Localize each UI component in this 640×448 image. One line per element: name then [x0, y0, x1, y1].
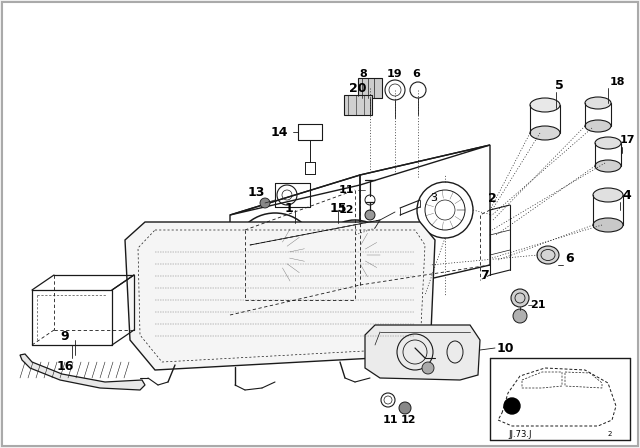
Text: 7: 7	[480, 268, 489, 281]
Text: 18: 18	[610, 77, 625, 87]
Text: 9: 9	[61, 329, 69, 343]
Ellipse shape	[595, 160, 621, 172]
Ellipse shape	[585, 120, 611, 132]
Text: JJ.73.J: JJ.73.J	[508, 430, 531, 439]
Text: 17: 17	[620, 135, 636, 145]
Text: 15: 15	[329, 202, 347, 215]
Text: 5: 5	[555, 78, 564, 91]
Text: 11: 11	[339, 185, 354, 195]
Circle shape	[511, 289, 529, 307]
Text: 10: 10	[497, 341, 515, 354]
Circle shape	[260, 198, 270, 208]
Text: 1: 1	[285, 202, 293, 215]
FancyBboxPatch shape	[344, 95, 372, 115]
Circle shape	[504, 398, 520, 414]
Ellipse shape	[537, 246, 559, 264]
Ellipse shape	[530, 126, 560, 140]
Circle shape	[422, 362, 434, 374]
Text: 12: 12	[400, 415, 416, 425]
Text: 12: 12	[339, 205, 354, 215]
Polygon shape	[365, 325, 480, 380]
Ellipse shape	[593, 188, 623, 202]
Polygon shape	[20, 354, 145, 390]
Text: 14: 14	[271, 125, 288, 138]
Text: 16: 16	[56, 359, 74, 372]
Text: 2: 2	[488, 191, 497, 204]
Text: 2: 2	[608, 431, 612, 437]
Text: 19: 19	[386, 69, 402, 79]
Text: 21: 21	[530, 300, 545, 310]
Circle shape	[513, 309, 527, 323]
Circle shape	[399, 402, 411, 414]
Text: 3: 3	[430, 193, 437, 203]
Text: 6: 6	[565, 251, 573, 264]
Circle shape	[365, 210, 375, 220]
Text: 8: 8	[359, 69, 367, 79]
Text: 4: 4	[622, 189, 631, 202]
Text: 20: 20	[349, 82, 367, 95]
Ellipse shape	[595, 137, 621, 149]
Polygon shape	[125, 222, 435, 370]
Text: 11: 11	[382, 415, 397, 425]
FancyBboxPatch shape	[358, 78, 382, 98]
Text: 13: 13	[248, 185, 265, 198]
Ellipse shape	[530, 98, 560, 112]
Ellipse shape	[585, 97, 611, 109]
Ellipse shape	[593, 218, 623, 232]
Text: 6: 6	[412, 69, 420, 79]
